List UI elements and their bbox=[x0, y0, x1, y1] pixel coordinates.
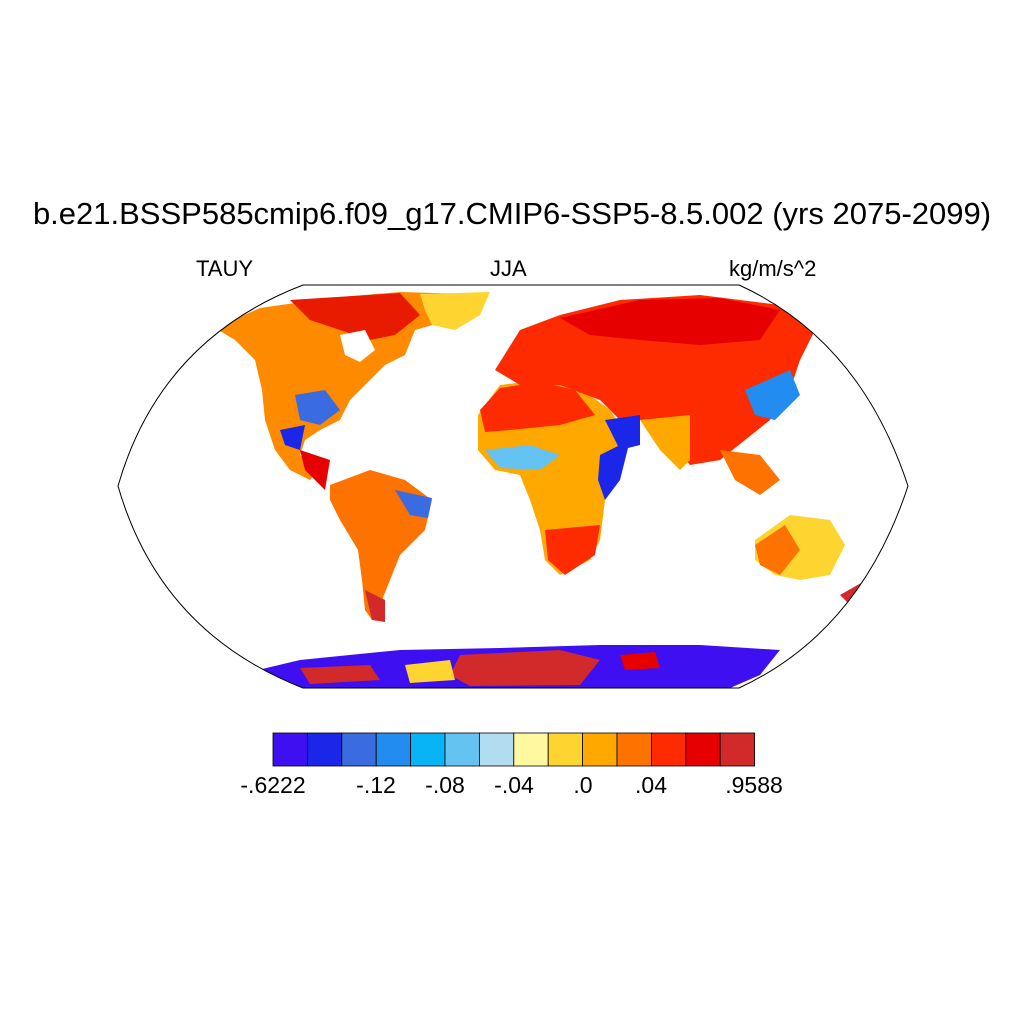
hudson-bay bbox=[340, 330, 375, 362]
india bbox=[640, 415, 690, 470]
plot-title: b.e21.BSSP585cmip6.f09_g17.CMIP6-SSP5-8.… bbox=[32, 196, 992, 231]
africa-horn-blue bbox=[598, 440, 630, 500]
colorbar-label-7: .9588 bbox=[725, 772, 783, 798]
arabia-blue bbox=[605, 415, 640, 450]
colorbar-label-4: -.04 bbox=[494, 772, 534, 798]
colorbar-box bbox=[513, 732, 549, 767]
africa-sahel-blue bbox=[485, 445, 560, 470]
colorbar-box bbox=[478, 732, 515, 767]
units-label: kg/m/s^2 bbox=[729, 256, 817, 281]
africa-south bbox=[545, 525, 600, 575]
north-america bbox=[215, 292, 470, 480]
colorbar-box bbox=[616, 732, 652, 767]
antarctica-red-2 bbox=[300, 665, 380, 684]
north-america-north bbox=[290, 293, 420, 340]
colorbar-box bbox=[547, 732, 584, 767]
na-east-blue bbox=[295, 390, 340, 425]
eurasia-north bbox=[560, 298, 780, 345]
colorbar-box bbox=[410, 732, 446, 767]
africa-north bbox=[480, 382, 595, 432]
colorbar-box bbox=[651, 732, 687, 767]
season-label: JJA bbox=[490, 256, 527, 281]
antarctica-red-1 bbox=[450, 650, 600, 686]
colorbar-box bbox=[685, 732, 721, 767]
colorbar-label-2: -.12 bbox=[356, 772, 396, 798]
colorbar-box bbox=[272, 732, 308, 767]
colorbar-label-3: -.08 bbox=[425, 772, 465, 798]
colorbar-box bbox=[306, 732, 343, 767]
greenland bbox=[420, 292, 490, 330]
antarctica-red-3 bbox=[620, 652, 660, 670]
colorbar-label-1: -.6222 bbox=[240, 772, 306, 798]
colorbar-box bbox=[444, 732, 480, 767]
map-boundary bbox=[117, 284, 909, 689]
east-asia-blue bbox=[745, 370, 800, 420]
colorbar-label-6: .04 bbox=[635, 772, 667, 798]
central-america bbox=[300, 450, 330, 490]
colorbar-box bbox=[341, 732, 377, 767]
colorbar-box bbox=[582, 732, 618, 767]
antarctica-yellow bbox=[405, 660, 455, 683]
colorbar-box bbox=[719, 732, 756, 767]
australia-west bbox=[755, 525, 800, 575]
sa-south-tip bbox=[365, 590, 385, 622]
southeast-asia bbox=[720, 450, 780, 495]
na-gulf bbox=[280, 425, 305, 450]
colorbar-label-5: .0 bbox=[573, 772, 593, 798]
sa-northeast bbox=[395, 490, 432, 518]
colorbar-box bbox=[375, 732, 412, 767]
variable-label: TAUY bbox=[196, 256, 254, 281]
